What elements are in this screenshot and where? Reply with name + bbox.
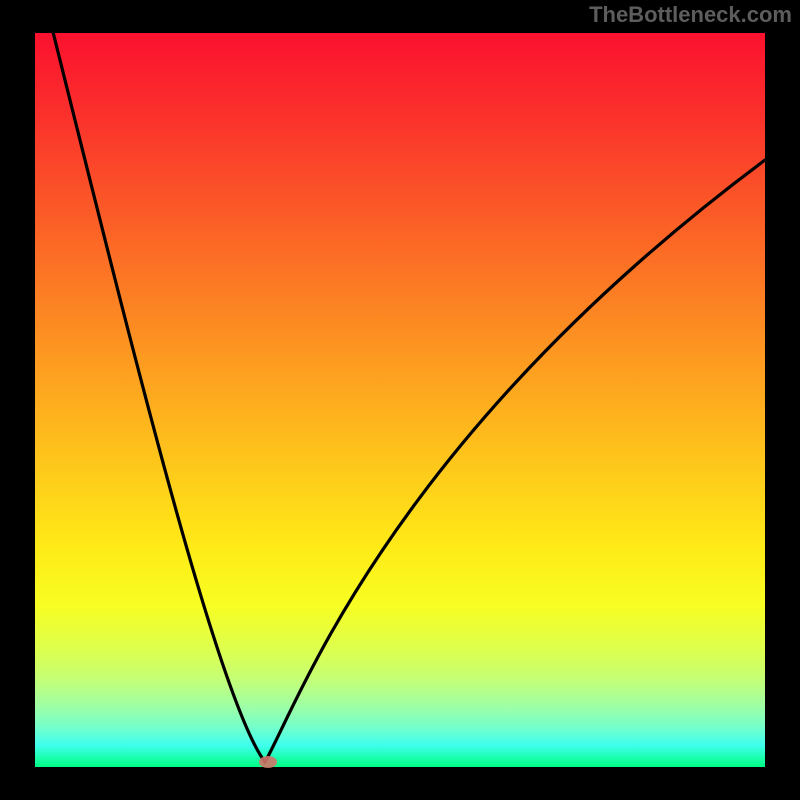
watermark-text: TheBottleneck.com	[589, 2, 792, 28]
chart-container: TheBottleneck.com	[0, 0, 800, 800]
chart-overlay	[0, 0, 800, 800]
bottleneck-curve	[50, 20, 765, 762]
minimum-marker	[259, 756, 277, 768]
